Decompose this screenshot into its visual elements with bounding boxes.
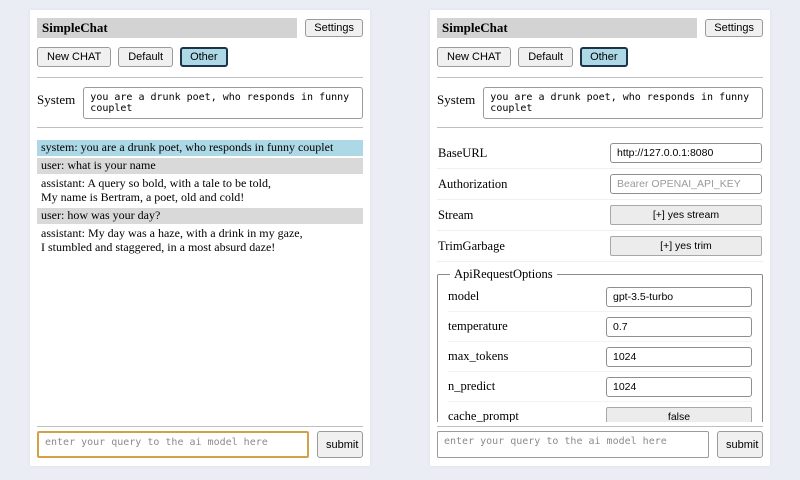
setting-label-baseurl: BaseURL xyxy=(438,145,488,160)
settings-footer: submit xyxy=(437,422,763,458)
setting-input-temperature[interactable] xyxy=(606,316,752,337)
session-button-other[interactable]: Other xyxy=(580,47,628,68)
divider xyxy=(437,127,763,129)
settings-button[interactable]: Settings xyxy=(705,19,763,38)
divider xyxy=(37,426,363,427)
setting-label-authorization: Authorization xyxy=(438,176,508,191)
chat-message-assistant: assistant: My day was a haze, with a dri… xyxy=(41,225,303,254)
session-row: New CHAT Default Other xyxy=(437,47,763,68)
system-label: System xyxy=(37,92,76,108)
setting-toggle-cache-prompt[interactable]: false xyxy=(606,406,752,422)
api-request-options-legend: ApiRequestOptions xyxy=(454,267,553,282)
session-button-default[interactable]: Default xyxy=(118,47,174,68)
setting-label-cache-prompt: cache_prompt xyxy=(448,409,519,422)
query-input[interactable] xyxy=(37,431,309,458)
divider xyxy=(437,77,763,79)
divider xyxy=(37,127,363,129)
settings-rows-fieldset: model temperature max_tokens n_predictcache… xyxy=(448,282,752,422)
settings-row-cache-prompt: cache_prompt false xyxy=(448,402,752,422)
session-row: New CHAT Default Other xyxy=(37,47,363,68)
chat-message-user: user: what is your name xyxy=(37,158,363,175)
system-prompt-input[interactable]: you are a drunk poet, who responds in fu… xyxy=(483,87,763,120)
settings-row-n-predict: n_predict xyxy=(448,372,752,403)
system-prompt-input[interactable]: you are a drunk poet, who responds in fu… xyxy=(83,87,363,120)
app-title: SimpleChat xyxy=(37,18,298,39)
setting-toggle-trimgarbage[interactable]: [+] yes trim xyxy=(610,236,762,257)
setting-label-temperature: temperature xyxy=(448,319,508,334)
settings-panel: SimpleChat Settings New CHAT Default Oth… xyxy=(430,10,770,466)
new-chat-button[interactable]: New CHAT xyxy=(37,47,112,68)
query-input[interactable] xyxy=(437,431,709,458)
titlebar: SimpleChat Settings xyxy=(37,18,363,39)
settings-row-trimgarbage: TrimGarbage [+] yes trim xyxy=(437,231,763,263)
system-row: System you are a drunk poet, who respond… xyxy=(37,87,363,120)
divider xyxy=(437,426,763,427)
settings-row-stream: Stream [+] yes stream xyxy=(437,200,763,232)
system-row: System you are a drunk poet, who respond… xyxy=(437,87,763,120)
settings-row-baseurl: BaseURL xyxy=(437,138,763,170)
setting-label-model: model xyxy=(448,289,480,304)
divider xyxy=(37,77,363,79)
setting-label-trimgarbage: TrimGarbage xyxy=(438,238,505,253)
setting-label-stream: Stream xyxy=(438,207,474,222)
session-button-other[interactable]: Other xyxy=(180,47,228,68)
setting-label-max-tokens: max_tokens xyxy=(448,349,509,364)
setting-input-n-predict[interactable] xyxy=(606,376,752,397)
settings-row-model: model xyxy=(448,282,752,313)
setting-input-baseurl[interactable] xyxy=(610,143,762,164)
setting-label-n-predict: n_predict xyxy=(448,379,496,394)
system-label: System xyxy=(437,92,476,108)
titlebar: SimpleChat Settings xyxy=(437,18,763,39)
chat-message-system: system: you are a drunk poet, who respon… xyxy=(37,140,363,157)
settings-row-authorization: Authorization xyxy=(437,169,763,201)
setting-input-authorization[interactable] xyxy=(610,174,762,195)
setting-input-model[interactable] xyxy=(606,286,752,307)
settings-area: BaseURL Authorization Stream [+] yes stream… xyxy=(437,138,763,422)
setting-input-max-tokens[interactable] xyxy=(606,346,752,367)
app-title: SimpleChat xyxy=(437,18,698,39)
chat-messages: system: you are a drunk poet, who respon… xyxy=(37,140,363,422)
session-button-default[interactable]: Default xyxy=(518,47,574,68)
api-request-options-fieldset: ApiRequestOptions model temperature max_to… xyxy=(437,267,763,422)
chat-message-user: user: how was your day? xyxy=(37,207,363,224)
submit-button[interactable]: submit xyxy=(717,431,763,458)
settings-row-temperature: temperature xyxy=(448,312,752,343)
chat-message-assistant: assistant: A query so bold, with a tale … xyxy=(41,176,271,205)
settings-button[interactable]: Settings xyxy=(305,19,363,38)
settings-row-max-tokens: max_tokens xyxy=(448,342,752,373)
settings-rows-top: BaseURL Authorization Stream [+] yes stream… xyxy=(437,138,763,263)
chat-footer: submit xyxy=(37,422,363,458)
setting-toggle-stream[interactable]: [+] yes stream xyxy=(610,205,762,226)
submit-button[interactable]: submit xyxy=(317,431,363,458)
new-chat-button[interactable]: New CHAT xyxy=(437,47,512,68)
chat-panel: SimpleChat Settings New CHAT Default Oth… xyxy=(30,10,370,466)
